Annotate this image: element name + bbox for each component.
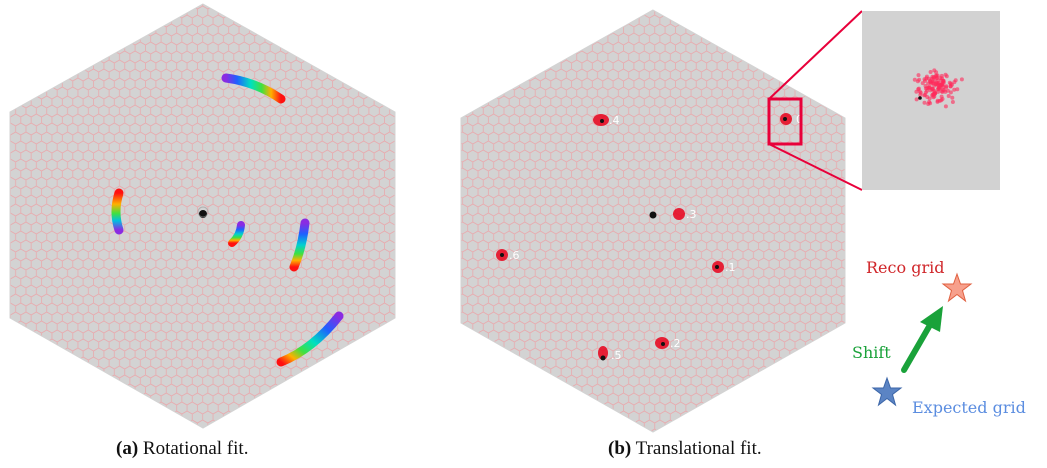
cluster-5: [598, 346, 608, 361]
inset-point: [923, 92, 928, 97]
inset-point: [918, 92, 923, 97]
shift-label: Shift: [852, 343, 891, 362]
point-label-6: .6: [509, 249, 520, 262]
cluster-3: [673, 208, 685, 220]
inset-point: [935, 99, 940, 104]
inset-point: [955, 87, 960, 92]
inset-point: [950, 100, 955, 104]
center-marker-rotational: [199, 210, 207, 218]
inset-point: [944, 85, 949, 90]
zoom-connector-bottom: [768, 143, 863, 191]
point-label-2: .2: [670, 337, 681, 350]
point-label-1: .1: [725, 261, 736, 274]
caption-b-tag: (b): [608, 438, 632, 459]
center-marker-translational: [649, 211, 657, 219]
point-label-3: .3: [686, 208, 697, 221]
caption-rotational-fit: (a) Rotational fit.: [116, 438, 248, 460]
shift-arrow-shaft: [901, 322, 933, 373]
inset-point: [950, 95, 955, 100]
point-label-5: .5: [611, 349, 622, 362]
inset-point: [940, 87, 945, 92]
inset-point: [926, 81, 931, 86]
caption-a-tag: (a): [116, 438, 139, 459]
inset-point: [932, 91, 937, 96]
caption-b-text: Translational fit.: [635, 438, 762, 459]
inset-point: [938, 76, 943, 81]
inset-point: [943, 72, 948, 77]
inset-point: [943, 104, 948, 109]
inset-point: [936, 89, 940, 94]
zoom-connector-top: [768, 10, 863, 100]
reco-grid-star-icon: [941, 272, 973, 303]
hex-grid-translational: [460, 9, 846, 433]
inset-point: [930, 86, 935, 91]
zoom-box: [767, 97, 803, 146]
rotational-track-top: [221, 73, 286, 104]
inset-point: [922, 100, 927, 105]
inset-point: [935, 75, 940, 80]
inset-point: [928, 101, 933, 106]
shift-arrow-icon: [920, 306, 943, 332]
inset-point: [945, 88, 950, 93]
zoom-inset: [862, 11, 1000, 190]
rotational-track-bottom-right: [276, 311, 344, 367]
reco-grid-label: Reco grid: [866, 258, 945, 277]
inset-point: [927, 96, 932, 101]
inset-point: [927, 85, 932, 90]
rotational-track-right: [289, 218, 310, 272]
inset-point: [930, 76, 934, 81]
inset-point: [916, 73, 921, 78]
inset-point: [940, 97, 945, 101]
inset-point: [912, 77, 917, 82]
inset-point: [917, 77, 922, 82]
cluster-1: [712, 261, 724, 273]
center-marker-rotational-halo: [197, 206, 209, 218]
inset-point: [946, 94, 951, 98]
inset-point: [934, 70, 939, 75]
inset-point: [952, 87, 957, 92]
rotational-track-left: [111, 188, 124, 235]
inset-expected-point: [918, 96, 922, 100]
inset-point: [948, 90, 953, 95]
expected-grid-star-icon: [871, 376, 903, 407]
expected-grid-label: Expected grid: [912, 398, 1026, 417]
inset-point: [932, 79, 937, 84]
cluster-2: [655, 337, 669, 349]
inset-point: [937, 86, 942, 91]
inset-point: [950, 82, 954, 87]
cluster-6: [496, 249, 508, 261]
caption-a-text: Rotational fit.: [142, 438, 249, 459]
point-label-4: .4: [609, 114, 620, 127]
inset-point: [923, 78, 928, 83]
cluster-4: [593, 114, 609, 126]
inset-point: [959, 77, 964, 82]
inset-point: [928, 70, 933, 74]
inset-point: [916, 87, 921, 92]
cluster-0: [780, 113, 792, 125]
inset-point: [923, 84, 928, 88]
inset-point: [914, 97, 919, 102]
inset-point: [940, 81, 945, 86]
inset-scatter: [912, 68, 964, 109]
rotational-track-center: [228, 221, 245, 247]
caption-translational-fit: (b) Translational fit.: [608, 438, 762, 460]
inset-point: [953, 78, 958, 83]
